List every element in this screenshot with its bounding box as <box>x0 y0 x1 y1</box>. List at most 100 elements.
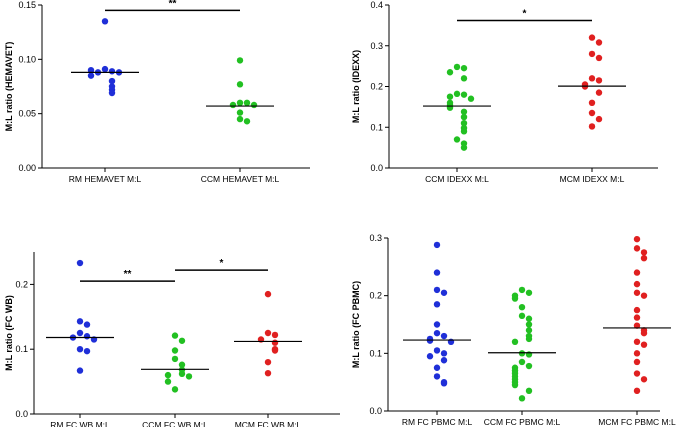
data-point <box>633 350 641 357</box>
x-category-label: MCM FC WB M:L <box>235 420 302 427</box>
data-point <box>76 318 84 325</box>
data-point <box>633 338 641 345</box>
y-tick-label: 0.0 <box>15 409 28 419</box>
chart-panel-3: 0.0 0.1 0.2M:L ratio (FC WB) RM FC WB M:L CC… <box>4 252 340 427</box>
data-point <box>518 312 526 320</box>
chart-panel-2: 0.0 0.1 0.2 0.3 0.4 M:L ratio (IDEXX) CCM IDEX… <box>351 0 658 184</box>
data-point <box>460 128 468 135</box>
data-point <box>108 77 116 85</box>
data-point <box>640 329 648 337</box>
data-point <box>640 376 648 383</box>
chart-panel-1: 0.00 0.05 0.10 0.15 M:L ratio (HEMAVET) RM HE… <box>4 0 310 184</box>
data-point <box>460 144 468 151</box>
y-tick-label: 0.2 <box>370 82 383 92</box>
data-point <box>171 355 179 363</box>
data-point <box>633 269 641 276</box>
data-point <box>171 347 179 354</box>
data-point <box>588 34 596 41</box>
data-point <box>433 321 441 328</box>
data-point <box>433 269 441 276</box>
data-point <box>108 89 116 97</box>
significance-label: ** <box>124 269 132 280</box>
chart-panel-4: 0.0 0.1 0.2 0.3 M:L ratio (FC PBMC) RM FC PBM… <box>351 233 676 427</box>
data-point <box>236 115 244 123</box>
data-point <box>185 373 193 380</box>
data-point <box>640 341 648 348</box>
data-point <box>243 118 251 125</box>
x-category-label: RM HEMAVET M:L <box>69 174 142 184</box>
data-point <box>511 338 519 345</box>
data-point <box>460 108 468 115</box>
data-point <box>440 289 448 296</box>
data-point <box>518 286 526 294</box>
y-tick-label: 0.05 <box>18 109 36 119</box>
data-point <box>633 322 641 329</box>
data-point <box>171 386 179 393</box>
data-point <box>433 241 441 249</box>
data-point <box>101 65 109 73</box>
data-point <box>264 369 272 377</box>
data-point <box>271 347 279 354</box>
data-point <box>460 64 468 72</box>
x-category-label: RM FC PBMC M:L <box>402 417 473 427</box>
data-point <box>525 335 533 343</box>
data-point <box>460 91 468 98</box>
y-tick-label: 0.3 <box>370 41 383 51</box>
data-point <box>243 99 251 107</box>
x-category-label: CCM FC PBMC M:L <box>484 417 561 427</box>
data-point <box>178 361 186 368</box>
x-category-label: CCM IDEXX M:L <box>425 174 489 184</box>
data-point <box>633 235 641 243</box>
data-point <box>271 339 279 346</box>
data-point <box>640 292 648 299</box>
data-point <box>76 259 84 267</box>
data-point <box>595 39 603 46</box>
x-category-label: CCM FC WB M:L <box>142 420 208 427</box>
data-point <box>83 333 91 340</box>
y-tick-label: 0.15 <box>18 0 36 10</box>
significance-label: ** <box>169 0 177 9</box>
data-point <box>101 18 109 25</box>
data-point <box>518 304 526 311</box>
data-point <box>83 321 91 328</box>
data-point <box>525 387 533 395</box>
data-point <box>525 321 533 328</box>
data-point <box>236 81 244 88</box>
data-point <box>178 370 186 378</box>
data-point <box>633 306 641 314</box>
y-axis-label: M:L ratio (FC PBMC) <box>351 281 361 368</box>
data-point <box>440 357 448 364</box>
data-point <box>453 136 461 143</box>
data-point <box>460 119 468 127</box>
y-tick-label: 0.1 <box>370 122 383 132</box>
data-point <box>595 115 603 123</box>
y-axis-label: M:L ratio (FC WB) <box>4 295 14 371</box>
y-tick-label: 0.3 <box>369 233 382 243</box>
data-point <box>588 123 596 130</box>
y-tick-label: 0.4 <box>370 0 383 10</box>
significance-label: * <box>523 8 527 19</box>
data-point <box>640 249 648 256</box>
data-point <box>460 75 468 82</box>
data-point <box>433 373 441 380</box>
data-point <box>588 99 596 107</box>
data-point <box>460 113 468 121</box>
data-point <box>264 290 272 298</box>
data-point <box>433 329 441 337</box>
data-point <box>76 346 84 353</box>
y-tick-label: 0.1 <box>15 344 28 354</box>
data-point <box>633 289 641 296</box>
x-category-label: CCM HEMAVET M:L <box>201 174 280 184</box>
data-point <box>164 378 172 385</box>
data-point <box>640 254 648 262</box>
data-point <box>433 286 441 294</box>
data-point <box>518 358 526 366</box>
data-point <box>633 245 641 252</box>
data-point <box>433 347 441 354</box>
data-point <box>633 280 641 288</box>
data-point <box>633 370 641 377</box>
data-point <box>467 95 475 102</box>
data-point <box>76 329 84 337</box>
data-point <box>595 54 603 62</box>
